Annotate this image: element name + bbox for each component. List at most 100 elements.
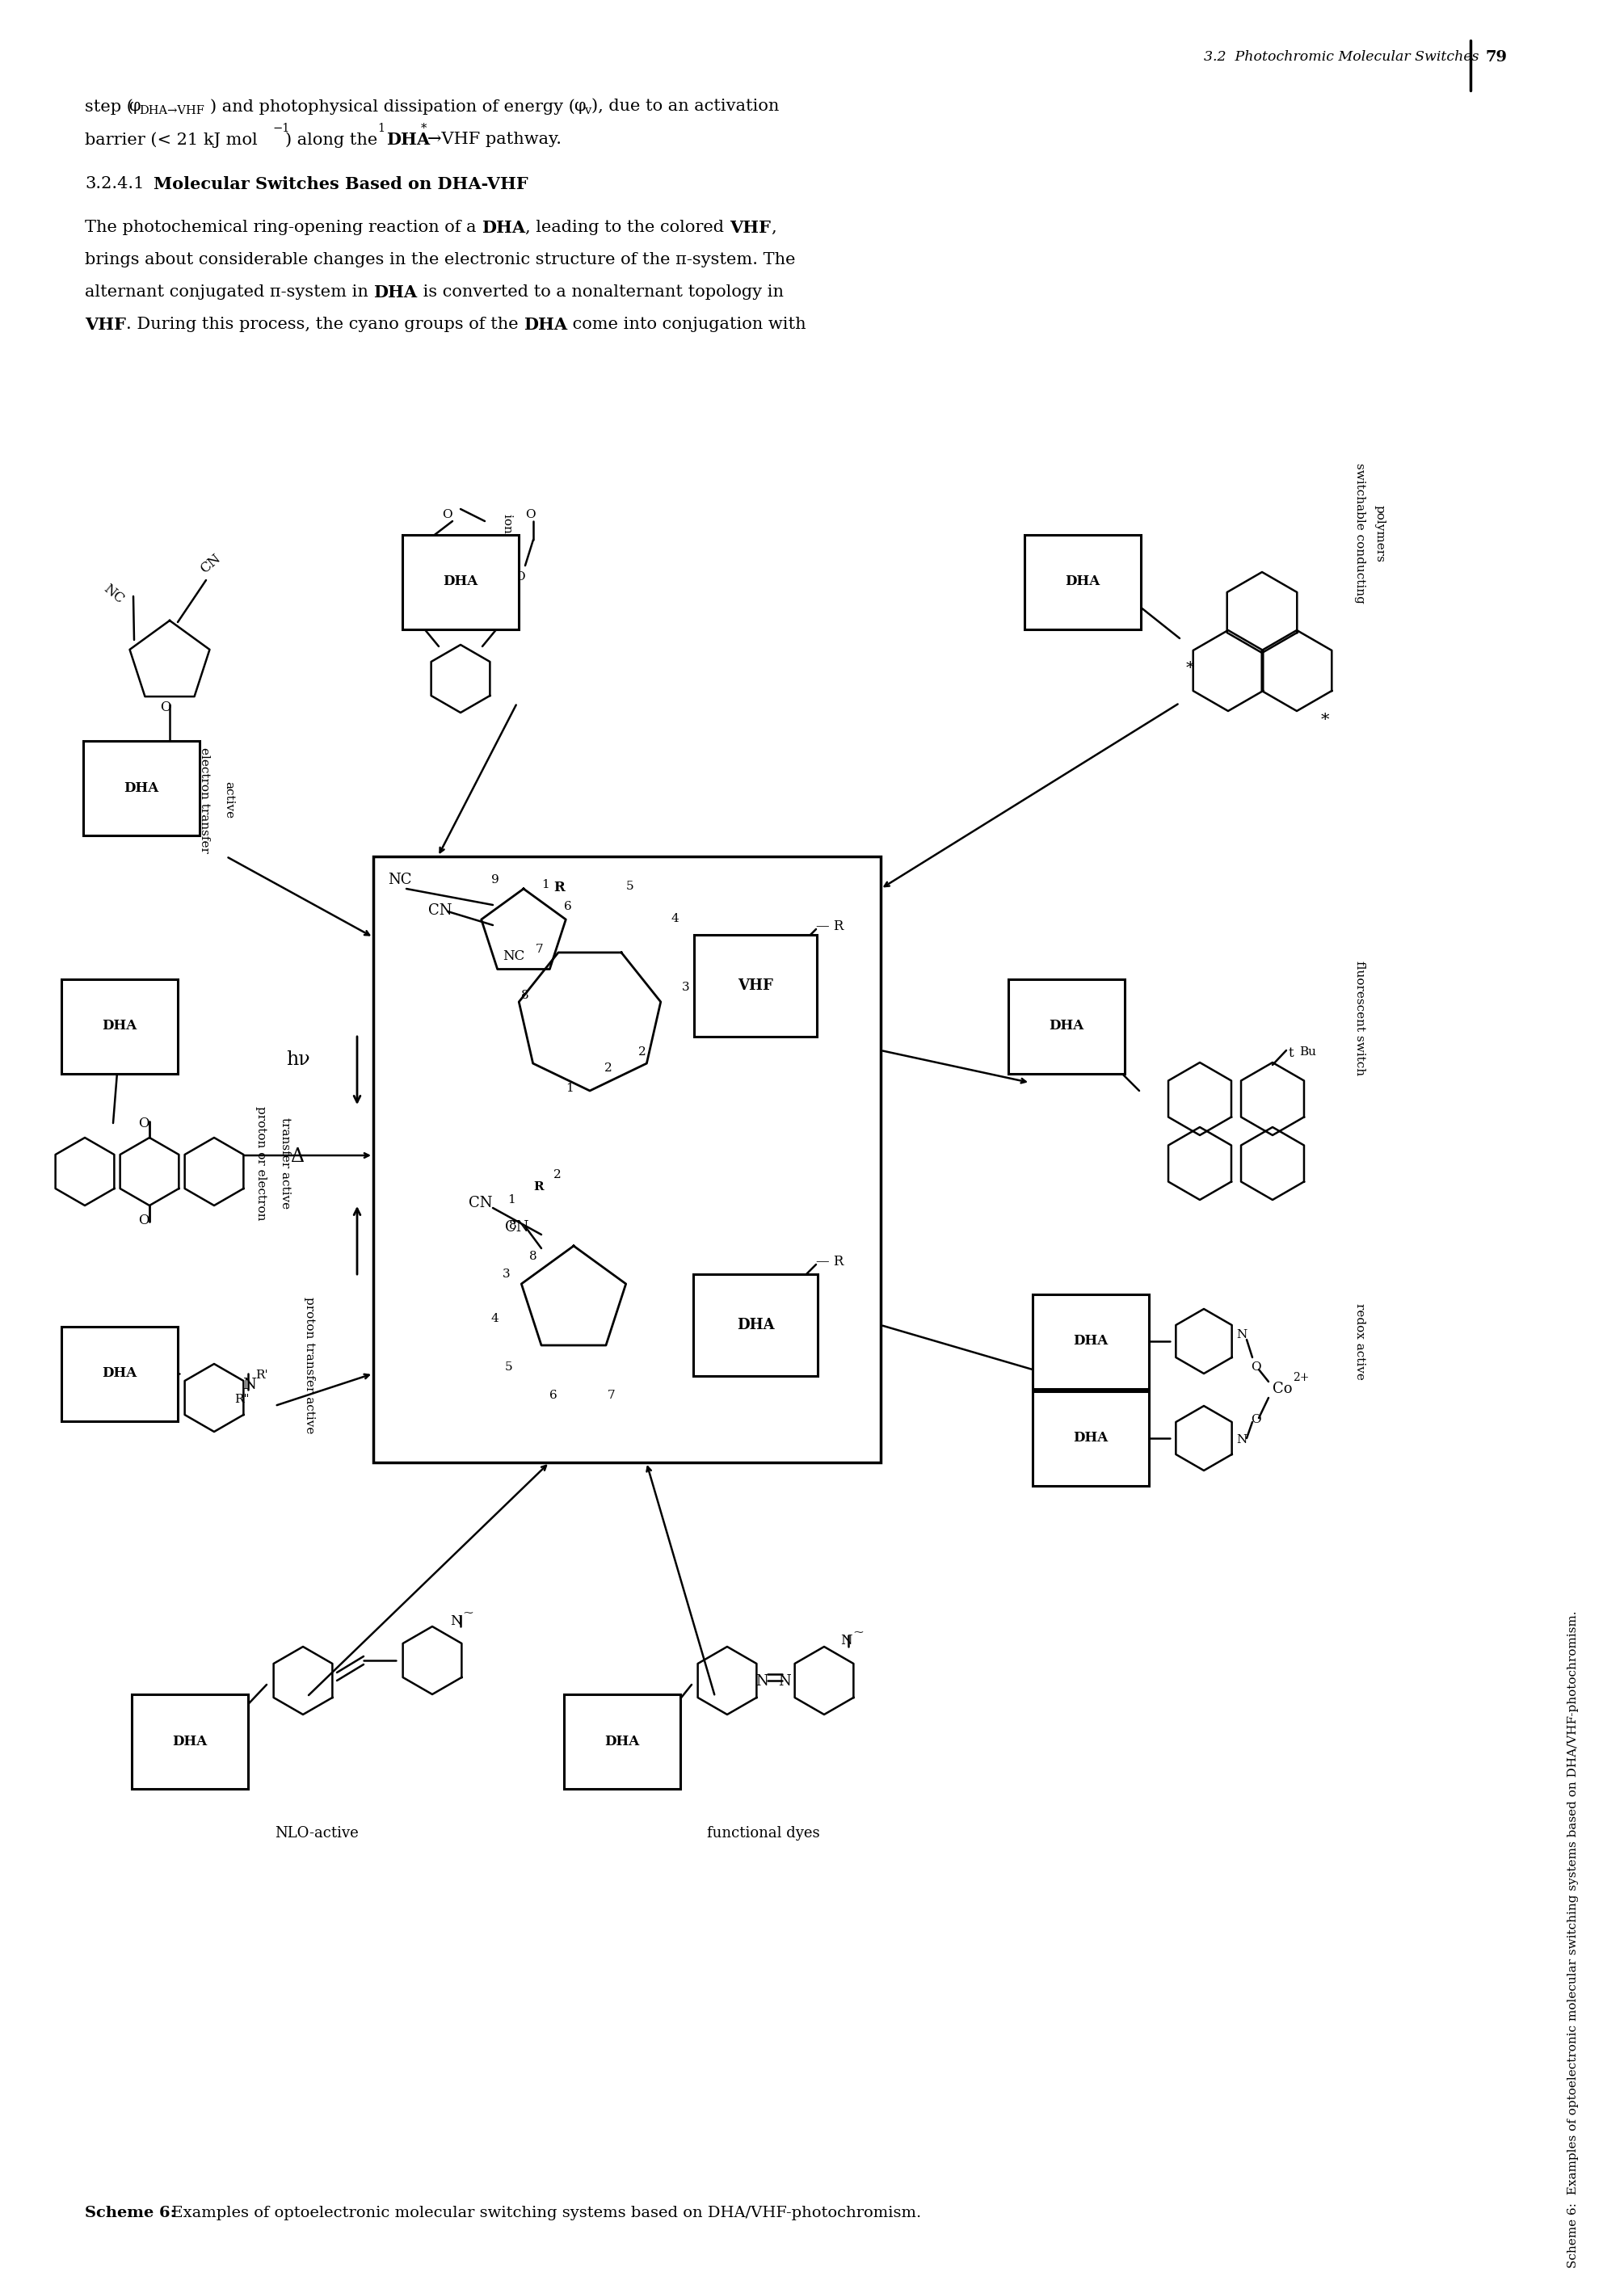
Text: O: O [161,700,171,714]
Text: 3.2  Photochromic Molecular Switches: 3.2 Photochromic Molecular Switches [1203,50,1479,64]
Text: 5: 5 [627,881,633,893]
Text: 1: 1 [565,1083,573,1094]
Text: DHA: DHA [604,1735,640,1749]
Text: — R: — R [815,1254,844,1268]
Text: O: O [1250,1362,1260,1373]
Text: barrier (< 21 kJ mol: barrier (< 21 kJ mol [84,133,258,146]
Text: brings about considerable changes in the electronic structure of the π-system. T: brings about considerable changes in the… [84,252,796,268]
Text: O: O [525,508,536,520]
Text: 8: 8 [529,1250,538,1261]
Text: N: N [1236,1330,1247,1341]
Text: R: R [554,881,565,895]
Text: t: t [1289,1046,1294,1060]
Text: DHA: DHA [102,1367,136,1380]
Text: The photochemical ring-opening reaction of a: The photochemical ring-opening reaction … [84,220,482,236]
Text: −1: −1 [273,124,289,135]
Text: NC: NC [101,581,127,607]
Text: DHA: DHA [123,781,159,794]
Text: 2+: 2+ [1293,1371,1309,1383]
Text: 2: 2 [554,1170,562,1181]
Text: polymers: polymers [1374,504,1385,561]
Text: O: O [138,1117,149,1131]
Text: — R: — R [815,920,844,934]
Text: CN: CN [469,1195,492,1211]
Text: R': R' [255,1369,268,1380]
Text: 9: 9 [490,874,499,886]
Text: ~: ~ [853,1625,864,1639]
Text: Δ: Δ [291,1147,304,1165]
Text: functional dyes: functional dyes [706,1827,820,1840]
Text: φ: φ [128,98,140,114]
Text: N: N [242,1378,257,1392]
Text: Scheme 6:: Scheme 6: [84,2207,175,2220]
Text: DHA: DHA [482,220,526,236]
Text: 3: 3 [502,1268,510,1280]
Text: CN: CN [429,904,451,918]
Text: NC: NC [502,950,525,964]
Bar [374,856,880,1463]
Text: *: * [1320,712,1330,728]
Text: 4: 4 [671,913,679,925]
Text: N: N [778,1673,791,1689]
Text: 79: 79 [1484,50,1507,64]
Text: fluorescent switch: fluorescent switch [1354,961,1366,1076]
Text: DHA: DHA [737,1318,775,1332]
Text: ,: , [771,220,776,236]
Text: NC: NC [388,872,411,888]
Text: proton transfer active: proton transfer active [304,1298,315,1433]
Text: 1: 1 [541,879,549,890]
Text: O: O [1250,1415,1260,1426]
Text: ) along the: ) along the [286,133,383,146]
Text: →VHF pathway.: →VHF pathway. [427,133,562,146]
Text: 5: 5 [505,1362,513,1373]
Text: Molecular Switches Based on DHA-VHF: Molecular Switches Based on DHA-VHF [154,176,528,192]
Text: transfer active: transfer active [279,1117,291,1209]
Text: DHA: DHA [523,316,567,332]
Text: redox active: redox active [1354,1302,1366,1380]
Text: step (: step ( [84,98,133,114]
Text: 3.2.4.1: 3.2.4.1 [84,176,145,192]
Text: *: * [421,124,427,135]
Text: come into conjugation with: come into conjugation with [567,316,806,332]
Text: O: O [138,1213,149,1227]
Text: N: N [840,1634,853,1648]
Text: N: N [450,1614,461,1627]
Text: CN: CN [505,1220,529,1234]
Text: 6: 6 [564,902,572,913]
Text: Scheme 6:  Examples of optoelectronic molecular switching systems based on DHA/V: Scheme 6: Examples of optoelectronic mol… [1567,1611,1579,2268]
Text: φ: φ [573,98,585,114]
Text: hν: hν [286,1051,310,1069]
Text: N: N [1236,1435,1247,1444]
Text: O: O [515,572,525,584]
Text: 1: 1 [507,1195,515,1206]
Text: 7: 7 [607,1389,615,1401]
Text: O: O [442,508,451,520]
Text: DHA: DHA [374,284,417,300]
Text: DHA: DHA [1065,575,1099,588]
Text: is converted to a nonalternant topology in: is converted to a nonalternant topology … [417,284,783,300]
Text: DHA: DHA [102,1019,136,1032]
Text: DHA: DHA [1073,1334,1108,1348]
Text: switchable conducting: switchable conducting [1354,462,1366,604]
Text: 8: 8 [508,1220,516,1231]
Text: DHA: DHA [387,133,430,149]
Text: , leading to the colored: , leading to the colored [526,220,729,236]
Text: ) and photophysical dissipation of energy (: ) and photophysical dissipation of energ… [209,98,575,114]
Text: O: O [401,572,412,584]
Text: ), due to an activation: ), due to an activation [591,98,780,114]
Text: DHA: DHA [443,575,477,588]
Text: proton or electron: proton or electron [255,1106,266,1220]
Text: 1: 1 [377,124,385,135]
Text: *: * [1186,662,1195,675]
Text: DHA: DHA [1073,1431,1108,1444]
Text: Bu: Bu [1299,1046,1315,1058]
Text: 4: 4 [490,1314,499,1325]
Text: NLO-active: NLO-active [274,1827,359,1840]
Text: DHA: DHA [1049,1019,1083,1032]
Text: Co: Co [1273,1383,1293,1396]
Text: VHF: VHF [84,316,127,332]
Text: DHA→VHF: DHA→VHF [140,105,205,117]
Text: DHA: DHA [172,1735,208,1749]
Text: R": R" [234,1394,248,1405]
Text: 3: 3 [682,982,690,993]
